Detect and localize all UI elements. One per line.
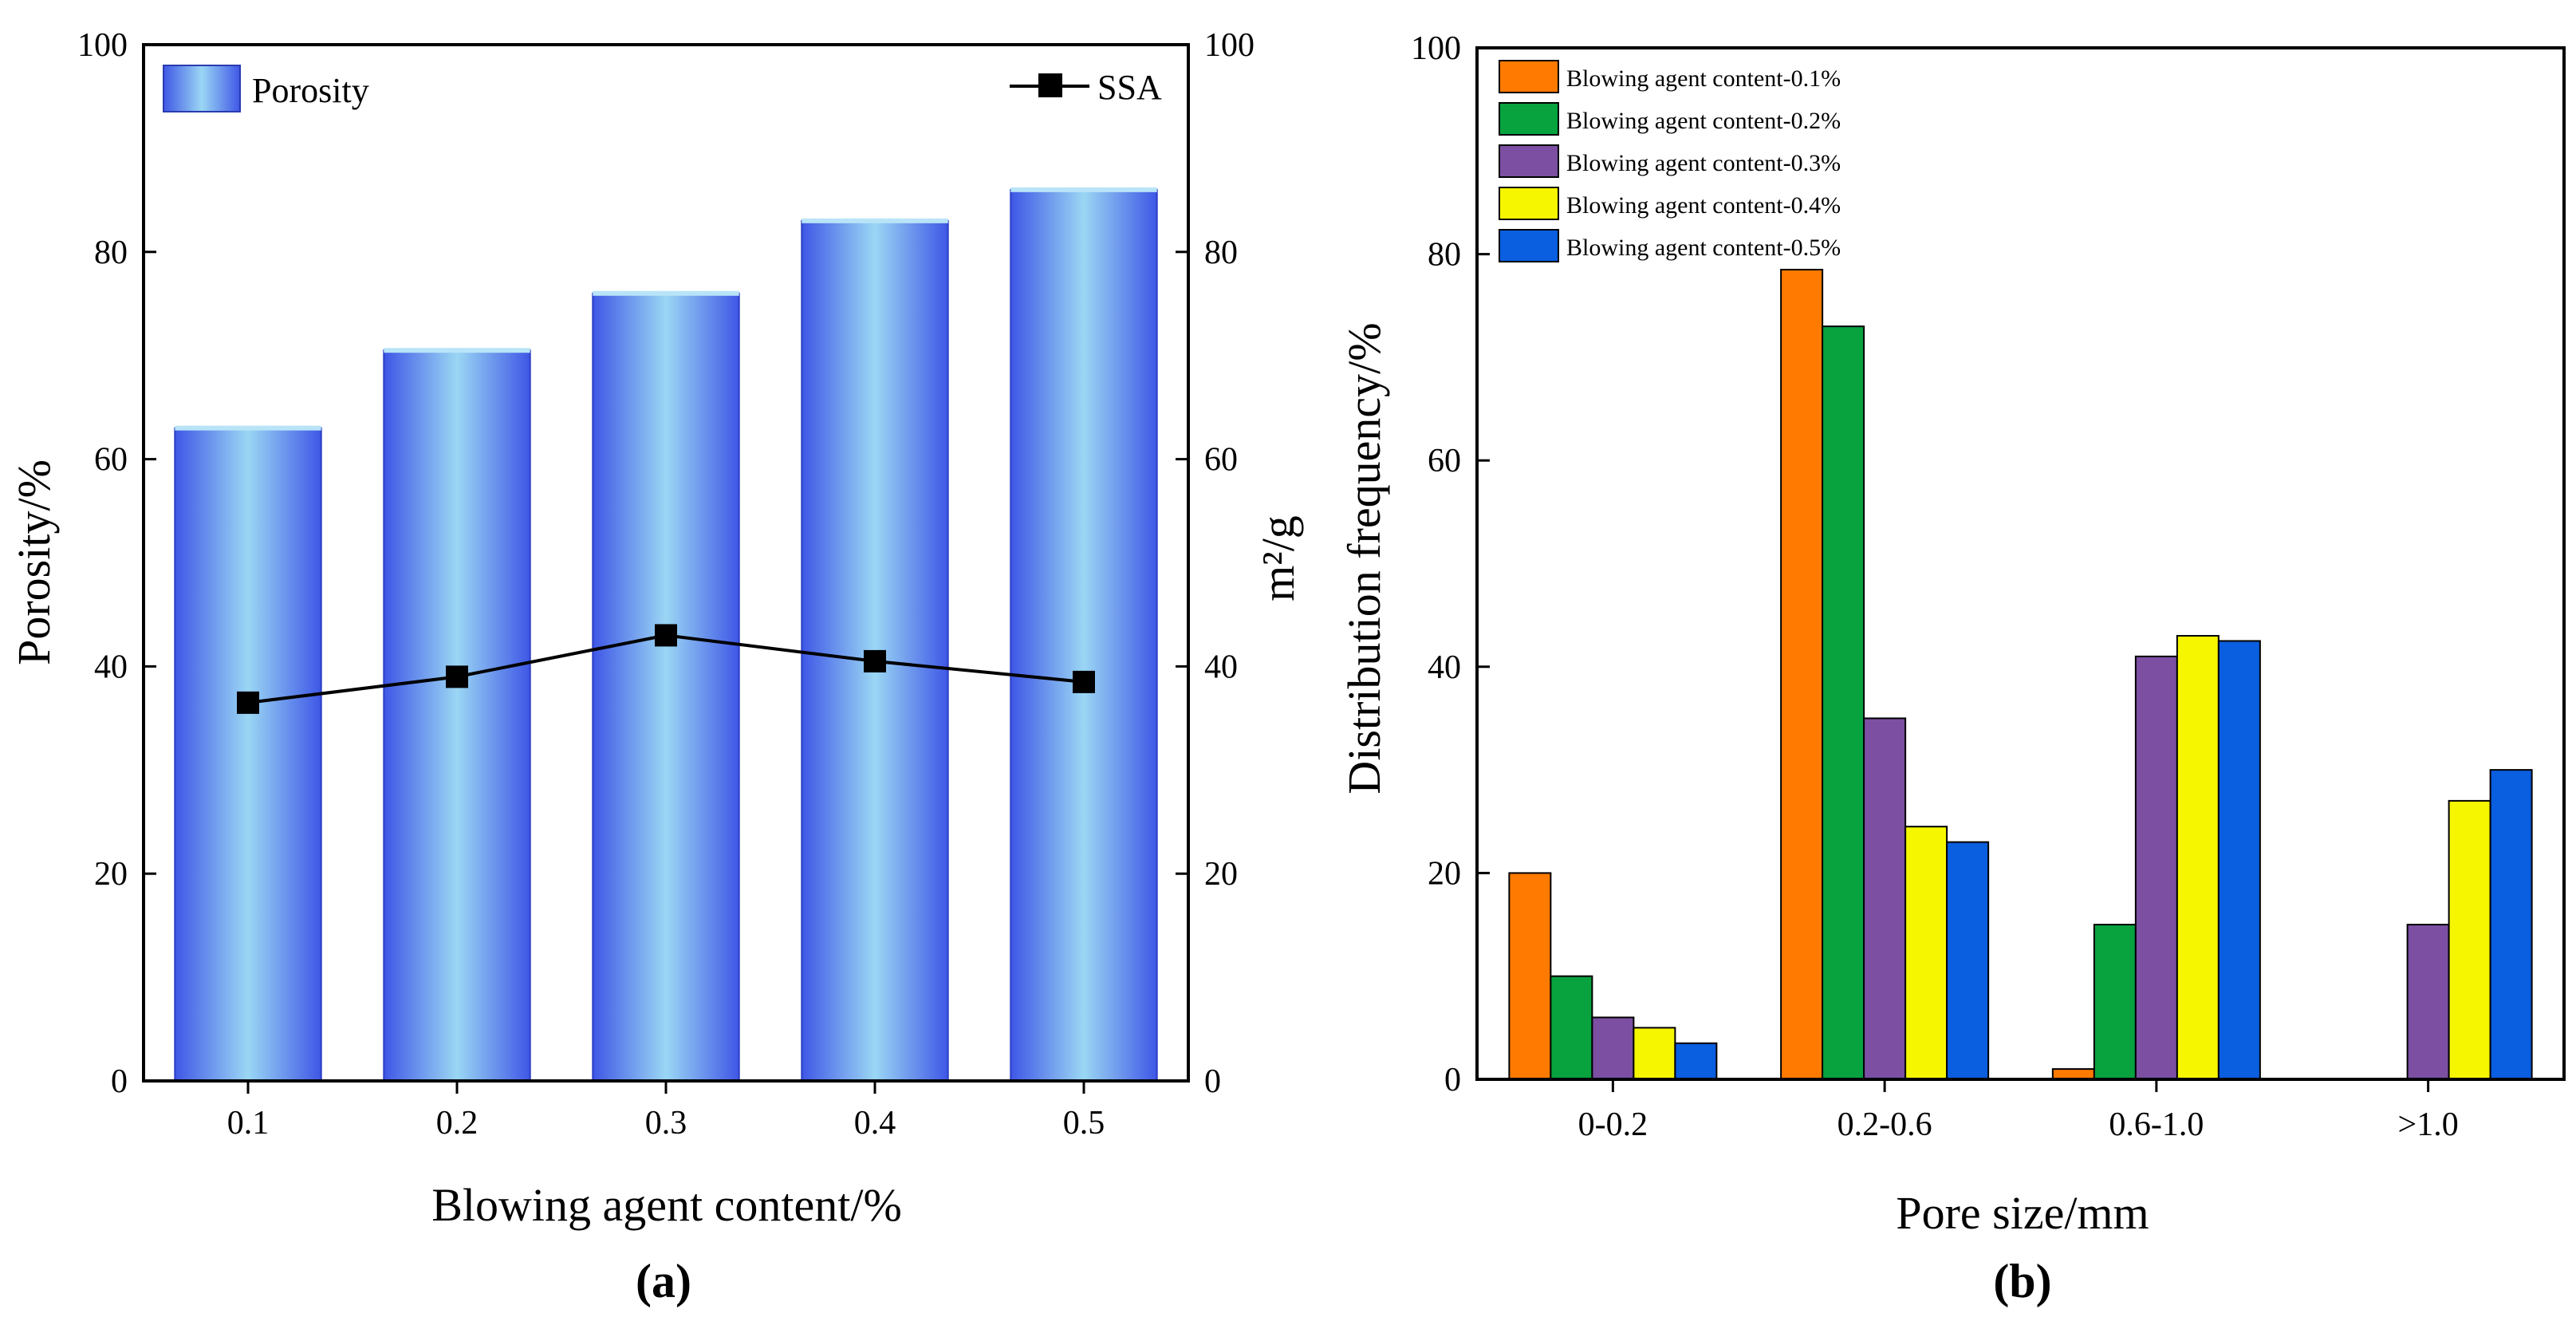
panel-a-ssa-line — [237, 624, 1095, 714]
distribution-bar — [2093, 924, 2137, 1081]
panel-b-ylabel: Distribution frequency/% — [1338, 322, 1390, 794]
panel-a-xtick-label: 0.3 — [645, 1105, 687, 1142]
porosity-bar-top — [593, 290, 739, 296]
panel-b-xtick-label: >1.0 — [2398, 1106, 2459, 1143]
panel-b-xlabel: Pore size/mm — [1896, 1187, 2149, 1239]
panel-b-ytick-label: 20 — [1428, 855, 1461, 892]
panel-a-xtick-label: 0.1 — [227, 1105, 270, 1142]
panel-a-ylabel: Porosity/% — [8, 459, 60, 665]
panel-b-ytick-label: 0 — [1444, 1062, 1461, 1098]
distribution-bar — [1591, 1016, 1635, 1081]
panel-a-xtick-label: 0.2 — [436, 1105, 479, 1142]
distribution-bar — [1674, 1042, 1718, 1080]
porosity-bar — [1010, 188, 1158, 1083]
legend-b-label: Blowing agent content-0.1% — [1566, 65, 1841, 92]
legend-b-swatch — [1499, 229, 1559, 262]
panel-b-label: (b) — [1993, 1255, 2051, 1307]
legend-b-swatch — [1499, 187, 1559, 220]
panel-b-ticks: 0 20 40 60 80 100 0-0.2 0.2-0.6 0.6-1.0 >1.0 — [1411, 30, 2459, 1143]
distribution-bar — [1633, 1027, 1676, 1080]
distribution-bar — [2489, 769, 2533, 1080]
panel-a-ytick-label: 40 — [94, 649, 128, 685]
porosity-bar — [592, 292, 740, 1082]
ssa-point — [864, 649, 886, 672]
distribution-bar — [1508, 872, 1552, 1081]
distribution-bar — [1863, 717, 1907, 1080]
panel-a-ytick-label: 0 — [111, 1063, 128, 1100]
panel-b-axes — [1475, 46, 2566, 1081]
porosity-bar — [383, 349, 531, 1082]
panel-b: 0 20 40 60 80 100 0-0.2 0.2-0.6 0.6-1.0 >1.0 Blow… — [1338, 30, 2566, 1307]
legend-b-swatch — [1499, 60, 1559, 93]
panel-b-ytick-label: 100 — [1411, 30, 1461, 67]
legend-porosity-label: Porosity — [252, 71, 369, 110]
distribution-bar — [1904, 826, 1948, 1080]
porosity-bar-top — [802, 218, 948, 223]
legend-b-label: Blowing agent content-0.3% — [1566, 150, 1841, 176]
panel-a-xtick-label: 0.4 — [854, 1105, 896, 1142]
panel-b-xtick-label: 0.6-1.0 — [2109, 1106, 2204, 1143]
panel-a-label: (a) — [636, 1255, 691, 1307]
panel-b-legend: Blowing agent content-0.1% Blowing agent … — [1499, 60, 1841, 262]
distribution-bar — [2134, 655, 2178, 1080]
panel-b-ytick-label: 60 — [1428, 443, 1461, 479]
ssa-point — [446, 665, 468, 688]
panel-b-xtick-label: 0.2-0.6 — [1837, 1106, 1932, 1143]
panel-a-y2tick-label: 20 — [1204, 856, 1238, 893]
legend-ssa-marker — [1038, 73, 1062, 97]
distribution-bar — [1946, 841, 1990, 1080]
panel-a-xlabel: Blowing agent content/% — [431, 1179, 902, 1231]
panel-a-ytick-label: 100 — [77, 27, 128, 64]
distribution-bar — [1550, 975, 1593, 1080]
ssa-point — [1073, 670, 1095, 693]
panel-a-ytick-label: 60 — [94, 442, 128, 479]
panel-a-y2tick-label: 40 — [1204, 649, 1238, 685]
distribution-bar — [1780, 268, 1824, 1080]
porosity-bar-top — [384, 348, 530, 353]
panel-a-y2tick-label: 0 — [1204, 1063, 1221, 1100]
porosity-bar-top — [1010, 187, 1157, 192]
distribution-bar — [2176, 635, 2220, 1080]
panel-a-ytick-label: 80 — [94, 235, 128, 271]
legend-porosity-swatch — [163, 65, 241, 112]
legend-b-swatch — [1499, 102, 1559, 136]
ssa-point — [237, 691, 259, 714]
panel-a-y2tick-label: 80 — [1204, 235, 1238, 271]
panel-a-legend: Porosity SSA — [163, 65, 1162, 112]
panel-b-bars — [1508, 268, 2533, 1081]
panel-a-y2tick-label: 100 — [1204, 27, 1255, 64]
panel-a-ticks: 0 20 40 60 80 100 0 20 40 60 80 100 0.1 0.2 0.3 0.4 0.5 — [77, 27, 1255, 1142]
panel-a-xtick-label: 0.5 — [1063, 1105, 1105, 1142]
ssa-point — [655, 624, 677, 647]
legend-b-label: Blowing agent content-0.2% — [1566, 108, 1841, 134]
panel-b-ytick-label: 80 — [1428, 237, 1461, 274]
panel-b-xtick-label: 0-0.2 — [1578, 1106, 1648, 1143]
porosity-bar — [174, 427, 322, 1082]
legend-b-label: Blowing agent content-0.5% — [1566, 235, 1841, 261]
legend-ssa-label: SSA — [1097, 68, 1162, 107]
distribution-bar — [2217, 640, 2261, 1080]
porosity-bar-top — [175, 425, 321, 431]
distribution-bar — [2406, 924, 2450, 1081]
panel-a-y2label: m²/g — [1252, 515, 1304, 601]
distribution-bar — [2448, 799, 2491, 1080]
panel-a-y2tick-label: 60 — [1204, 442, 1238, 479]
panel-a-ytick-label: 20 — [94, 856, 128, 893]
legend-b-swatch — [1499, 144, 1559, 178]
legend-b-label: Blowing agent content-0.4% — [1566, 192, 1841, 219]
panel-b-ytick-label: 40 — [1428, 649, 1461, 686]
panel-b-frame — [1475, 46, 2566, 1081]
distribution-bar — [1822, 325, 1865, 1080]
